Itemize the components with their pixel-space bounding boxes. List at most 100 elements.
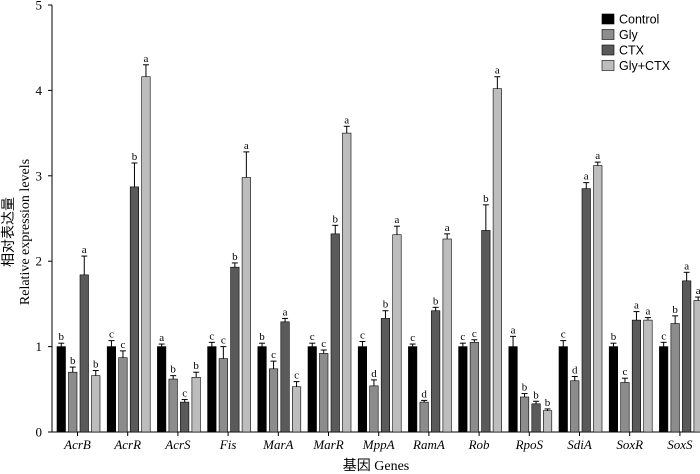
sig-letter-marr-control: c (310, 331, 315, 343)
bar-mppa-control (357, 346, 368, 433)
bar-marr-gly-ctx (342, 132, 352, 433)
bar-soxs-gly (670, 323, 680, 433)
bar-acrb-ctx (79, 274, 89, 433)
sig-letter-rob-gly: c (472, 328, 477, 340)
sig-letter-fis-gly-ctx: a (244, 140, 249, 152)
bar-mara-gly (268, 368, 279, 433)
bar-acrr-ctx (129, 186, 139, 433)
bar-fis-control (207, 346, 217, 433)
bar-soxr-gly-ctx (643, 319, 653, 433)
sig-letter-mara-ctx: a (283, 306, 288, 318)
y-axis-title-en: Relative expression levels (18, 159, 33, 305)
sig-letter-mppa-gly-ctx: a (395, 214, 400, 226)
x-axis: AcrB AcrR AcrS Fis MarA MarR MppA RamA Rob RpoS Sd… (52, 431, 700, 452)
x-tick-label-mara: MarA (262, 437, 293, 452)
y-tick-label: 1 (36, 339, 43, 354)
sig-letter-fis-gly: c (221, 335, 226, 347)
bar-acrr-control (106, 346, 116, 433)
sig-letter-rpos-gly: b (522, 382, 528, 394)
bar-soxs-ctx (682, 280, 692, 433)
bar-soxr-control (608, 346, 619, 433)
bar-soxr-ctx (631, 319, 642, 433)
bar-soxs-gly-ctx (693, 300, 700, 433)
bar-sdia-gly-ctx (593, 165, 603, 433)
sig-letter-acrr-control: c (109, 329, 114, 341)
x-tick-label-rob: Rob (468, 437, 490, 452)
sig-letter-soxs-control: c (661, 330, 666, 342)
legend-swatch (601, 13, 615, 25)
sig-letter-acrb-ctx: a (82, 244, 87, 256)
y-tick-label: 0 (36, 425, 43, 440)
x-tick-label-acrr: AcrR (113, 437, 141, 452)
bar-fis-gly (218, 358, 228, 433)
x-tick-label-mppa: MppA (362, 437, 395, 452)
y-tick-label: 2 (36, 254, 43, 269)
sig-letter-rama-control: c (410, 332, 415, 344)
bar-fis-ctx (230, 266, 240, 433)
bar-rama-gly-ctx (442, 238, 452, 433)
y-tick-label: 3 (36, 168, 43, 183)
bar-sdia-gly (570, 380, 580, 433)
sig-letter-acrr-gly-ctx: a (144, 53, 149, 65)
bar-mppa-ctx (380, 318, 391, 433)
sig-letter-soxs-ctx: a (684, 260, 689, 272)
bar-rpos-control (508, 346, 518, 433)
x-axis-title: 基因 Genes (343, 457, 410, 474)
bar-fis-gly-ctx (241, 177, 251, 433)
bar-rama-control (408, 346, 418, 433)
x-tick-label-acrs: AcrS (164, 437, 191, 452)
bar-sdia-control (558, 346, 568, 433)
sig-letter-acrs-gly: b (170, 364, 176, 376)
sig-letter-mara-gly-ctx: c (294, 370, 299, 382)
sig-letter-soxr-gly-ctx: a (646, 306, 651, 318)
x-tick-label-acrb: AcrB (63, 437, 91, 452)
sig-letter-rpos-control: a (511, 324, 516, 336)
sig-letter-rob-ctx: b (483, 193, 489, 205)
sig-letter-acrs-ctx: c (182, 388, 187, 400)
sig-letter-fis-ctx: b (232, 251, 238, 263)
sig-letter-rama-gly-ctx: a (445, 222, 450, 234)
bar-mppa-gly (369, 385, 379, 433)
sig-letter-marr-gly-ctx: a (344, 114, 349, 126)
sig-letter-marr-ctx: b (333, 213, 339, 225)
bar-rob-gly-ctx (492, 88, 502, 433)
bar-mara-control (257, 346, 267, 433)
sig-letter-rpos-ctx: b (533, 389, 539, 401)
sig-letter-acrb-control: b (59, 331, 65, 343)
legend-label: Gly (619, 28, 639, 42)
bar-rpos-gly (519, 396, 530, 433)
bar-acrs-control (157, 346, 167, 433)
bar-rpos-gly-ctx (542, 410, 553, 433)
sig-letter-mppa-ctx: b (383, 299, 389, 311)
legend-label: Control (619, 13, 659, 27)
bar-sdia-ctx (581, 188, 591, 433)
legend-swatch (601, 44, 615, 56)
sig-letter-rob-gly-ctx: a (495, 65, 500, 77)
bar-rpos-ctx (531, 403, 541, 433)
sig-letter-rama-ctx: b (433, 295, 439, 307)
sig-letter-acrs-gly-ctx: b (193, 360, 199, 372)
sig-letter-soxs-gly-ctx: a (696, 285, 700, 297)
bar-rob-control (458, 346, 468, 433)
bar-marr-ctx (330, 233, 340, 433)
legend-swatch (601, 60, 615, 71)
x-tick-label-marr: MarR (312, 437, 343, 452)
bar-acrb-gly-ctx (91, 375, 101, 433)
y-tick-label: 5 (36, 0, 43, 13)
sig-letter-sdia-control: c (561, 329, 566, 341)
x-tick-label-fis: Fis (219, 437, 237, 452)
bar-rob-gly (469, 342, 479, 433)
x-tick-label-sdia: SdiA (567, 437, 592, 452)
bar-mara-ctx (280, 321, 290, 433)
bar-acrb-gly (68, 371, 78, 433)
sig-letter-acrr-ctx: b (132, 151, 138, 163)
sig-letter-acrb-gly: b (70, 355, 76, 367)
bar-marr-control (307, 346, 317, 433)
bar-mara-gly-ctx (291, 386, 302, 433)
sig-letter-fis-control: c (209, 330, 214, 342)
legend-label: Gly+CTX (619, 59, 671, 73)
x-tick-label-soxs: SoxS (667, 437, 693, 452)
